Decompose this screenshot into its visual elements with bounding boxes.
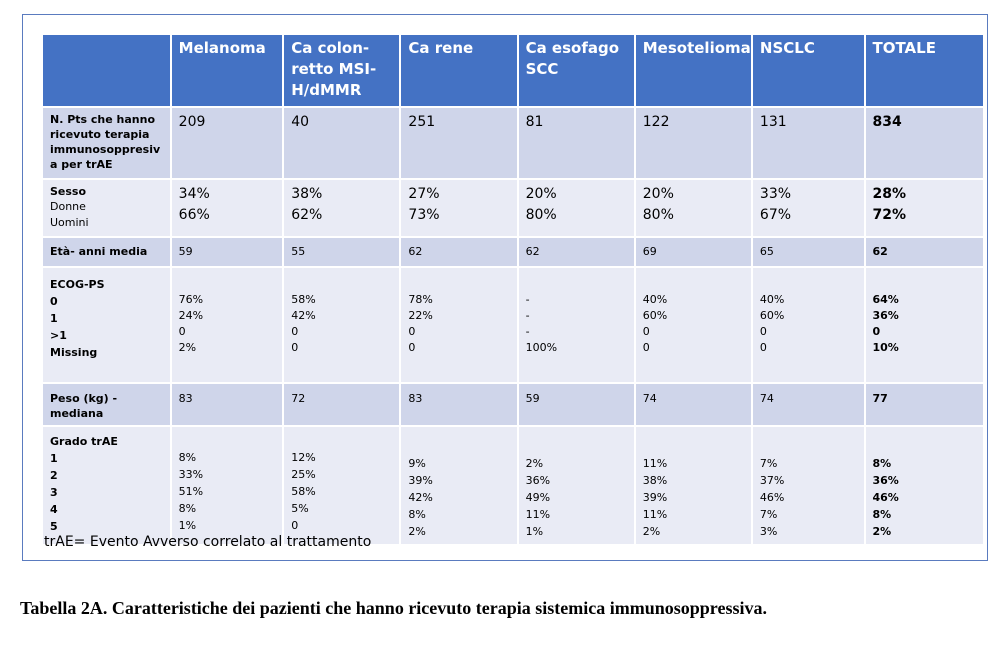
cell-total: 28% 72% — [863, 178, 985, 238]
label-line: ricevuto terapia — [50, 128, 150, 141]
cell: 72 — [282, 382, 402, 427]
label-line: Grado trAE — [50, 435, 118, 448]
cell: 38% 62% — [282, 178, 402, 238]
label-line: Missing — [50, 346, 98, 359]
label-line: ECOG-PS — [50, 278, 105, 291]
cell: 20% 80% — [633, 178, 753, 238]
row-grado-label: Grado trAE 1 2 3 4 5 — [41, 425, 172, 546]
row-eta-label: Età- anni media — [41, 236, 172, 268]
label-line: 2 — [50, 469, 58, 482]
cell: 59 — [169, 236, 285, 268]
row-eta: Età- anni media 59 55 62 62 69 65 62 — [41, 236, 985, 268]
header-esofago-line2: SCC — [525, 60, 559, 78]
row-sesso: Sesso Donne Uomini 34% 66% 38% 62% 27% 73% … — [41, 178, 985, 238]
cell: 81 — [516, 106, 636, 180]
cell: 69 — [633, 236, 753, 268]
cell: 131 — [750, 106, 866, 180]
label-line: 3 — [50, 486, 58, 499]
header-colorectal: Ca colon- retto MSI- H/dMMR — [282, 33, 402, 108]
label-line: 1 — [50, 452, 58, 465]
label-sub: Donne — [50, 200, 86, 213]
label-line: N. Pts che hanno — [50, 113, 156, 126]
cell-total: 62 — [863, 236, 985, 268]
cell: 209 — [169, 106, 285, 180]
row-ecog-label: ECOG-PS 0 1 >1 Missing — [41, 266, 172, 384]
header-empty — [41, 33, 172, 108]
row-peso: Peso (kg) -mediana 83 72 83 59 74 74 77 — [41, 382, 985, 427]
label-line: Sesso — [50, 185, 87, 198]
header-nsclc: NSCLC — [750, 33, 866, 108]
row-npts-label: N. Pts che hanno ricevuto terapia immuno… — [41, 106, 172, 180]
cell: 58% 42% 0 0 — [282, 266, 402, 384]
cell: 76% 24% 0 2% — [169, 266, 285, 384]
header-colorectal-line3: H/dMMR — [291, 81, 362, 99]
cell: 34% 66% — [169, 178, 285, 238]
header-esofago: Ca esofago SCC — [516, 33, 636, 108]
cell: 2% 36% 49% 11% 1% — [516, 425, 636, 546]
cell: 74 — [633, 382, 753, 427]
header-melanoma: Melanoma — [169, 33, 285, 108]
footnote: trAE= Evento Avverso correlato al tratta… — [44, 534, 372, 550]
cell: 59 — [516, 382, 636, 427]
label-line: 1 — [50, 312, 58, 325]
cell: 8% 33% 51% 8% 1% — [169, 425, 285, 546]
table-frame: Melanoma Ca colon- retto MSI- H/dMMR Ca … — [22, 14, 988, 561]
cell: 27% 73% — [399, 178, 519, 238]
cell: 11% 38% 39% 11% 2% — [633, 425, 753, 546]
cell: 62 — [516, 236, 636, 268]
label-line: >1 — [50, 329, 67, 342]
cell: 7% 37% 46% 7% 3% — [750, 425, 866, 546]
cell: 12% 25% 58% 5% 0 — [282, 425, 402, 546]
cell: 40% 60% 0 0 — [750, 266, 866, 384]
cell: 40% 60% 0 0 — [633, 266, 753, 384]
cell: 74 — [750, 382, 866, 427]
label-line: 0 — [50, 295, 58, 308]
cell: 62 — [399, 236, 519, 268]
label-sub: Uomini — [50, 216, 89, 229]
cell: 83 — [399, 382, 519, 427]
cell-total: 64% 36% 0 10% — [863, 266, 985, 384]
table-caption: Tabella 2A. Caratteristiche dei pazienti… — [20, 598, 767, 618]
label-line: a per trAE — [50, 158, 113, 171]
cell: 33% 67% — [750, 178, 866, 238]
row-grado: Grado trAE 1 2 3 4 5 8% 33% 51% 8% 1% 12% 25%… — [41, 425, 985, 546]
row-ecog: ECOG-PS 0 1 >1 Missing 76% 24% 0 2% 58% 42% 0… — [41, 266, 985, 384]
cell-total: 8% 36% 46% 8% 2% — [863, 425, 985, 546]
cell: 83 — [169, 382, 285, 427]
cell: 122 — [633, 106, 753, 180]
header-row: Melanoma Ca colon- retto MSI- H/dMMR Ca … — [41, 33, 985, 108]
header-colorectal-line2: retto MSI- — [291, 60, 377, 78]
row-npts: N. Pts che hanno ricevuto terapia immuno… — [41, 106, 985, 180]
cell: 9% 39% 42% 8% 2% — [399, 425, 519, 546]
header-totale: TOTALE — [863, 33, 985, 108]
patient-characteristics-table: Melanoma Ca colon- retto MSI- H/dMMR Ca … — [41, 33, 985, 546]
header-esofago-line1: Ca esofago — [525, 39, 620, 57]
cell: 20% 80% — [516, 178, 636, 238]
cell-total: 834 — [863, 106, 985, 180]
row-peso-label: Peso (kg) -mediana — [41, 382, 172, 427]
cell: 65 — [750, 236, 866, 268]
label-line: 4 — [50, 503, 58, 516]
cell: 55 — [282, 236, 402, 268]
cell: 251 — [399, 106, 519, 180]
cell: - - -100% — [516, 266, 636, 384]
cell: 78% 22% 0 0 — [399, 266, 519, 384]
header-colorectal-line1: Ca colon- — [291, 39, 370, 57]
label-line: 5 — [50, 520, 58, 533]
label-line: immunosoppresiv — [50, 143, 161, 156]
row-sesso-label: Sesso Donne Uomini — [41, 178, 172, 238]
cell-total: 77 — [863, 382, 985, 427]
header-rene: Ca rene — [399, 33, 519, 108]
cell: 40 — [282, 106, 402, 180]
header-mesotelioma: Mesotelioma — [633, 33, 753, 108]
